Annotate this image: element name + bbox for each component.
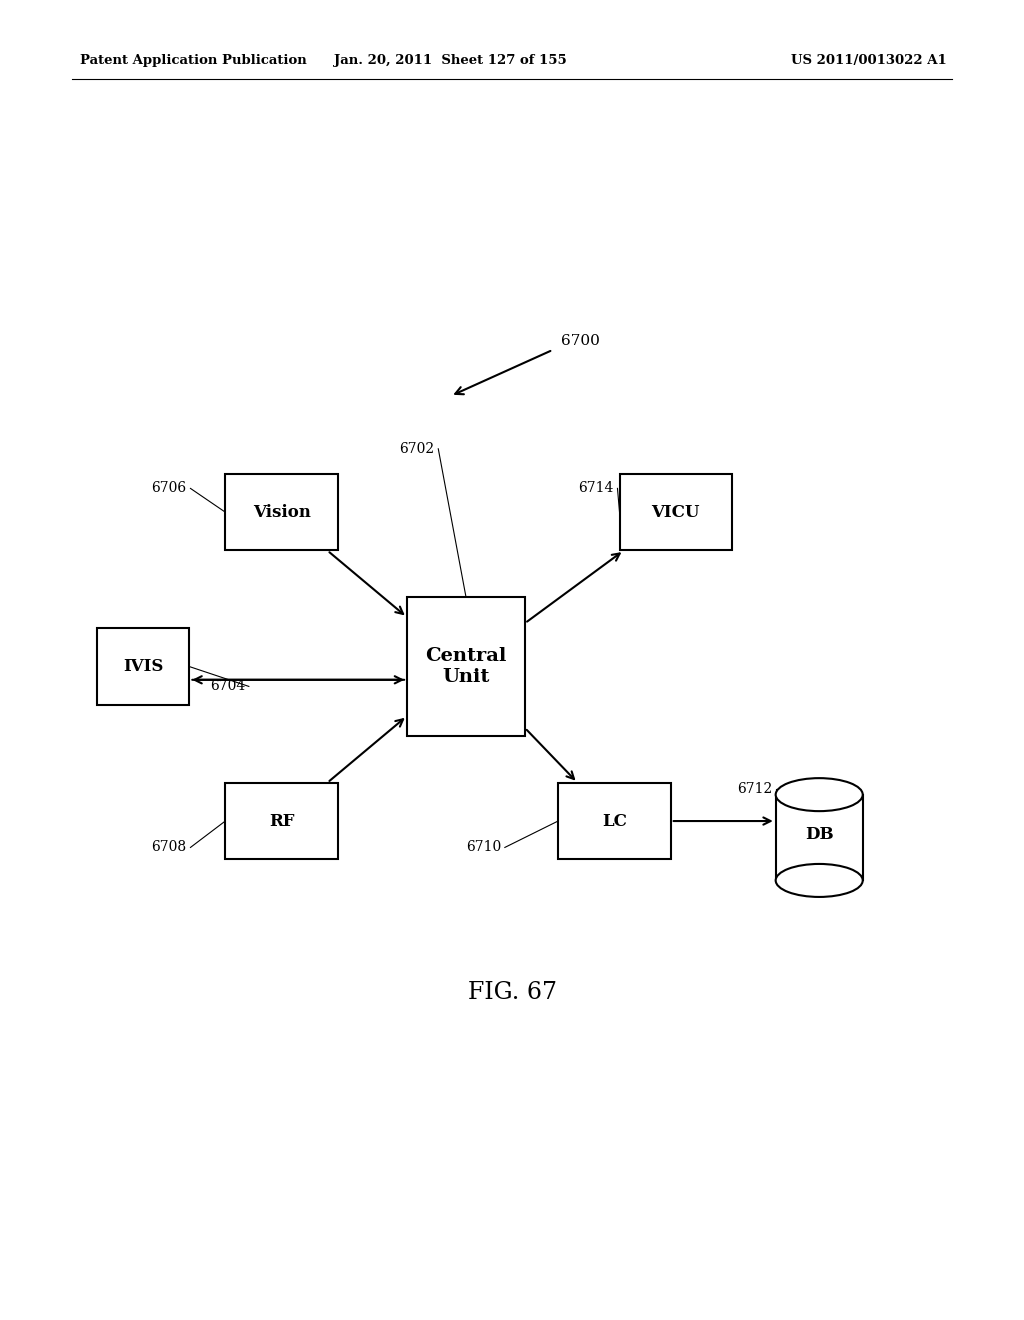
Text: 6706: 6706 [152, 482, 186, 495]
Bar [558, 783, 671, 859]
Text: 6708: 6708 [152, 841, 186, 854]
Bar [225, 783, 338, 859]
Text: FIG. 67: FIG. 67 [468, 981, 556, 1005]
Text: 6704: 6704 [210, 680, 245, 693]
Text: Patent Application Publication: Patent Application Publication [80, 54, 306, 67]
Ellipse shape [776, 777, 863, 810]
Text: LC: LC [602, 813, 627, 829]
Bar [620, 474, 732, 550]
Text: VICU: VICU [651, 504, 700, 520]
Text: 6702: 6702 [399, 442, 434, 455]
Text: US 2011/0013022 A1: US 2011/0013022 A1 [792, 54, 947, 67]
Bar [225, 474, 338, 550]
Text: 6700: 6700 [561, 334, 600, 347]
Text: Jan. 20, 2011  Sheet 127 of 155: Jan. 20, 2011 Sheet 127 of 155 [334, 54, 567, 67]
Bar [97, 628, 189, 705]
Bar [776, 795, 862, 880]
Ellipse shape [776, 865, 863, 898]
Text: 6712: 6712 [737, 783, 772, 796]
Text: RF: RF [269, 813, 294, 829]
Text: 6714: 6714 [579, 482, 614, 495]
Text: DB: DB [805, 826, 834, 842]
Text: IVIS: IVIS [123, 659, 164, 675]
Text: 6710: 6710 [466, 841, 501, 854]
Bar [408, 597, 525, 737]
Text: Central
Unit: Central Unit [425, 647, 507, 686]
Text: Vision: Vision [253, 504, 310, 520]
